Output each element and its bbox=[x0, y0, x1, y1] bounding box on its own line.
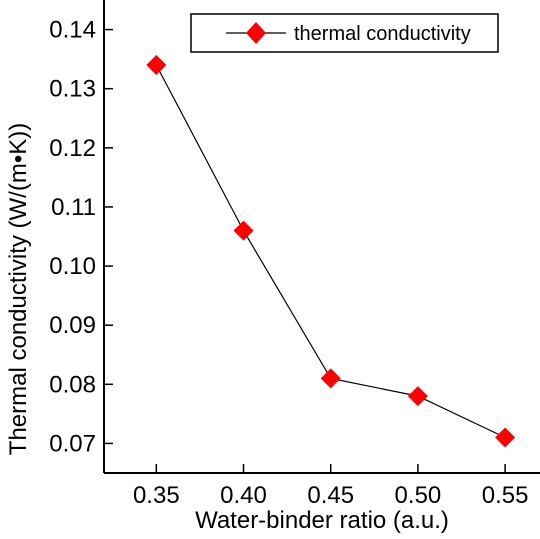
data-point bbox=[495, 427, 516, 448]
x-tick-label: 0.50 bbox=[395, 482, 442, 509]
y-tick-label: 0.09 bbox=[49, 312, 96, 339]
data-point bbox=[146, 55, 167, 76]
y-tick-label: 0.13 bbox=[49, 76, 96, 103]
data-point bbox=[407, 386, 428, 407]
x-axis: 0.35 0.40 0.45 0.50 0.55 bbox=[133, 464, 529, 509]
y-tick-label: 0.08 bbox=[49, 371, 96, 398]
legend-label: thermal conductivity bbox=[294, 23, 471, 45]
y-axis: 0.07 0.08 0.09 0.10 0.11 0.12 0.13 0.14 bbox=[49, 17, 113, 457]
series-layer bbox=[146, 55, 516, 448]
y-tick-label: 0.10 bbox=[49, 253, 96, 280]
y-axis-title: Thermal conductivity (W/(m•K)) bbox=[5, 123, 32, 455]
y-tick-label: 0.07 bbox=[49, 430, 96, 457]
legend: thermal conductivity bbox=[190, 13, 499, 53]
y-tick-label: 0.14 bbox=[49, 17, 96, 44]
y-tick-label: 0.11 bbox=[51, 194, 96, 221]
x-tick-label: 0.35 bbox=[133, 482, 180, 509]
legend-marker bbox=[246, 22, 266, 44]
plot-frame bbox=[103, 0, 540, 474]
x-axis-title: Water-binder ratio (a.u.) bbox=[195, 507, 449, 534]
x-tick-label: 0.55 bbox=[482, 482, 529, 509]
data-point bbox=[320, 368, 341, 389]
x-tick-label: 0.40 bbox=[220, 482, 267, 509]
data-point bbox=[233, 220, 254, 241]
y-tick-label: 0.12 bbox=[49, 135, 96, 162]
x-tick-label: 0.45 bbox=[307, 482, 354, 509]
